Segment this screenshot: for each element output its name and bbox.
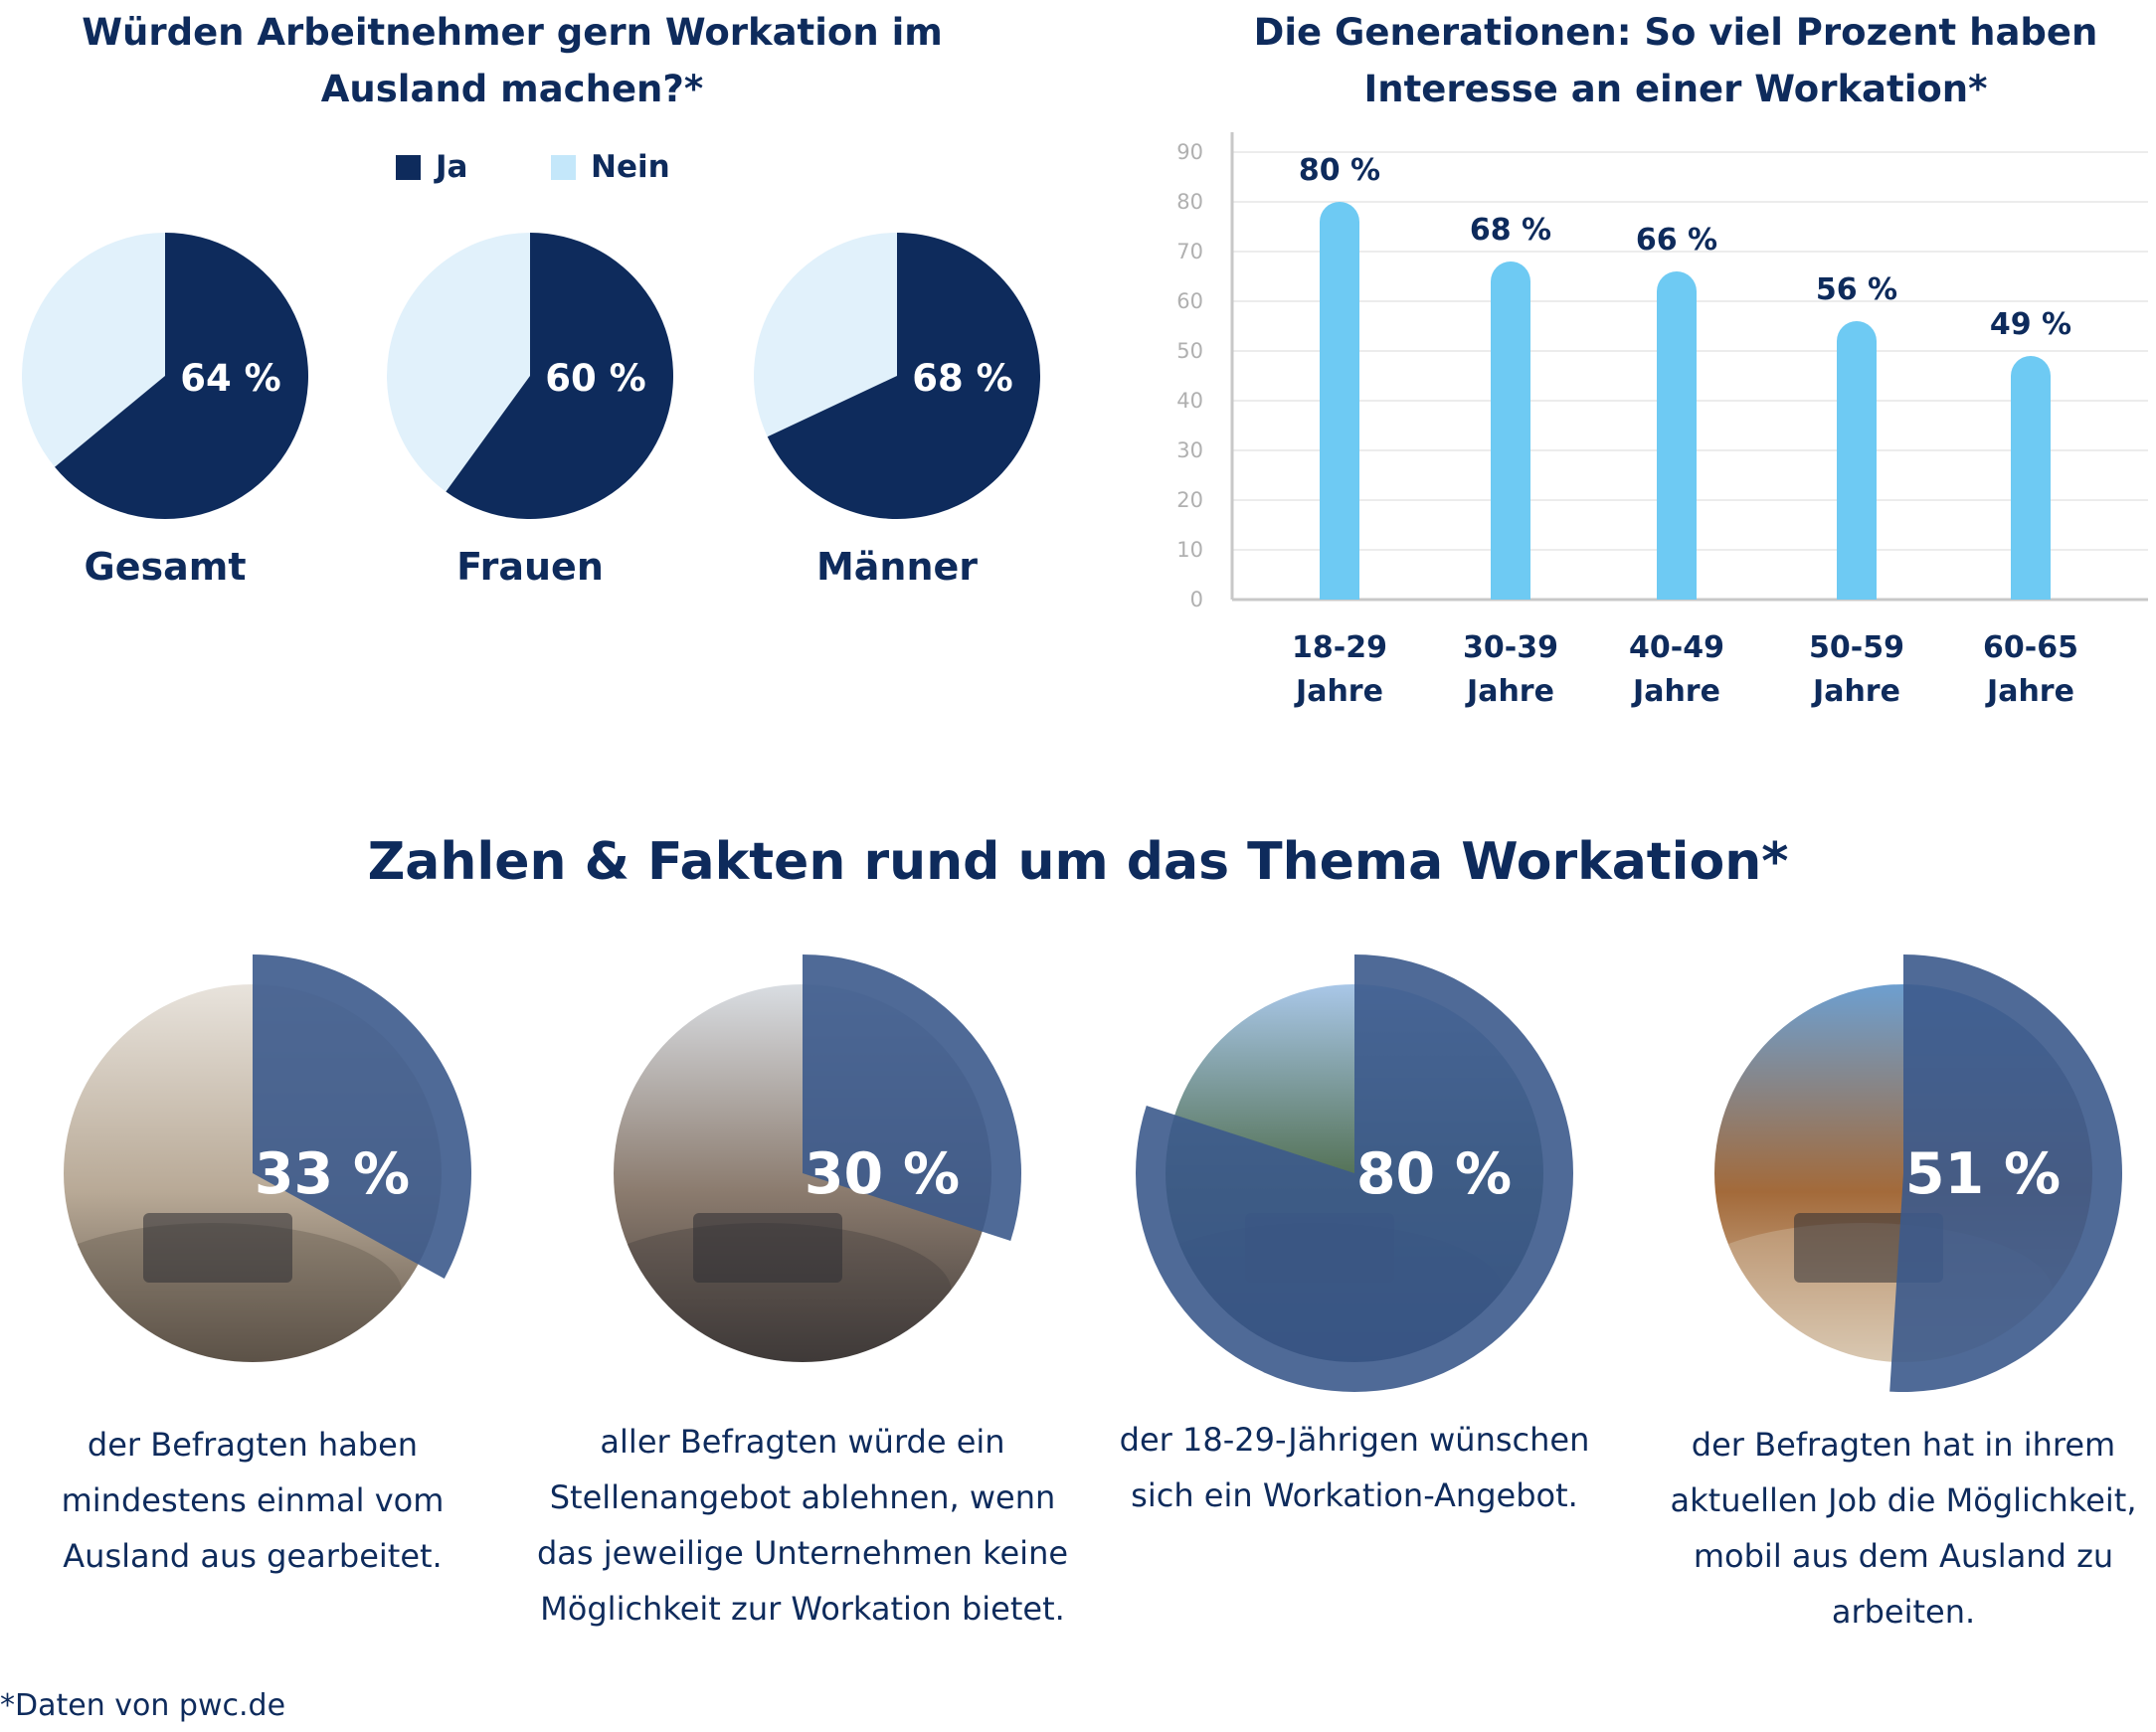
x-tick-label: Jahre [1465, 674, 1554, 709]
bar-value-label: 80 % [1299, 153, 1380, 188]
fact-description-line: mobil aus dem Ausland zu [1693, 1537, 2114, 1575]
y-tick-label: 40 [1176, 389, 1203, 413]
bar-base [1320, 560, 1359, 600]
x-tick-label: 40-49 [1629, 630, 1724, 665]
x-tick-label: 18-29 [1292, 630, 1387, 665]
x-tick-label: Jahre [1985, 674, 2074, 709]
fact-sector [1889, 954, 2122, 1392]
y-tick-label: 20 [1176, 488, 1203, 512]
bar-value-label: 66 % [1636, 223, 1717, 258]
y-tick-label: 70 [1176, 240, 1203, 263]
bar [1491, 261, 1530, 600]
legend-item-ja: Ja [396, 149, 467, 185]
fact-percent-label: 80 % [1356, 1141, 1512, 1207]
bar-base [1837, 560, 1877, 600]
legend-label-nein: Nein [591, 149, 670, 185]
x-tick-label: 60-65 [1983, 630, 2078, 665]
fact-description-line: aller Befragten würde ein [600, 1423, 1005, 1461]
legend-label-ja: Ja [436, 149, 468, 185]
fact-description-line: mindestens einmal vom [61, 1481, 445, 1519]
pie-slice-ja-frauen [446, 233, 674, 519]
pie-name-label: Gesamt [85, 545, 247, 589]
legend-swatch-nein [551, 154, 576, 180]
bar-base [1491, 560, 1530, 600]
y-tick-label: 60 [1176, 289, 1203, 313]
bar-value-label: 68 % [1470, 213, 1551, 248]
facts-title: Zahlen & Fakten rund um das Thema Workat… [367, 832, 1789, 892]
bar [1657, 271, 1697, 600]
bar-base [1657, 560, 1697, 600]
pie-charts: 64 % Gesamt 60 % Frauen 68 % Männer [22, 233, 1040, 589]
photo-device [143, 1213, 292, 1283]
fact-percent-label: 33 % [255, 1141, 410, 1207]
y-tick-label: 80 [1176, 190, 1203, 214]
pie-value-label: 64 % [180, 357, 280, 400]
bar-chart: 0 10 20 30 40 50 60 70 80 90 80 % 18-29 Jahre 68 % 30… [1176, 132, 2148, 709]
fact-description-line: Stellenangebot ablehnen, wenn [549, 1478, 1056, 1516]
x-tick-label: Jahre [1811, 674, 1900, 709]
bar-value-label: 56 % [1816, 272, 1897, 307]
fact-percent-label: 51 % [1905, 1141, 2061, 1207]
fact-description: der 18-29-Jährigen wünschen sich ein Work… [1076, 1412, 1633, 1523]
fact-sector [1136, 954, 1573, 1392]
pie-slice-nein-gesamt [22, 233, 166, 467]
fact-description-line: der Befragten haben [87, 1426, 419, 1464]
footnote: *Daten von pwc.de [0, 1688, 286, 1723]
y-tick-label: 50 [1176, 339, 1203, 363]
fact-description-line: der Befragten hat in ihrem [1691, 1426, 2116, 1464]
fact-description-line: sich ein Workation-Angebot. [1131, 1476, 1578, 1514]
fact-description-line: Möglichkeit zur Workation bietet. [540, 1590, 1065, 1628]
x-tick-label: 30-39 [1463, 630, 1558, 665]
fact-sector [253, 954, 471, 1279]
fact-description-line: Ausland aus gearbeitet. [63, 1537, 443, 1575]
photo-device [693, 1213, 842, 1283]
fact-description: der Befragten hat in ihrem aktuellen Job … [1625, 1417, 2156, 1640]
fact-description-line: arbeiten. [1831, 1593, 1976, 1631]
bar-chart-title: Die Generationen: So viel Prozent haben … [1253, 11, 2098, 110]
fact-graphics: 33 % 30 % 80 % 51 % [64, 954, 2122, 1392]
pie-name-label: Männer [816, 545, 978, 589]
fact-sector [803, 954, 1021, 1241]
legend-swatch-ja [396, 154, 421, 180]
legend-item-nein: Nein [551, 149, 670, 185]
fact-percent-label: 30 % [805, 1141, 960, 1207]
pie-slice-nein-männer [754, 233, 897, 437]
y-tick-label: 0 [1190, 588, 1203, 611]
bar [2011, 356, 2051, 600]
pie-name-label: Frauen [456, 545, 604, 589]
fact-description: der Befragten haben mindestens einmal vom… [0, 1417, 531, 1584]
fact-description-line: aktuellen Job die Möglichkeit, [1670, 1481, 2137, 1519]
bar [1837, 321, 1877, 600]
pie-chart-title: Würden Arbeitnehmer gern Workation im Au… [82, 11, 943, 110]
pie-slice-ja-gesamt [55, 233, 308, 519]
bar-value-label: 49 % [1990, 307, 2071, 342]
fact-description: aller Befragten würde ein Stellenangebot … [524, 1414, 1081, 1637]
y-tick-label: 10 [1176, 538, 1203, 562]
bar-base [2011, 560, 2051, 600]
fact-description-line: der 18-29-Jährigen wünschen [1119, 1421, 1590, 1459]
pie-value-label: 68 % [912, 357, 1012, 400]
x-tick-label: Jahre [1294, 674, 1383, 709]
fact-description-line: das jeweilige Unternehmen keine [536, 1534, 1069, 1572]
pie-slice-nein-frauen [387, 233, 530, 492]
y-tick-label: 30 [1176, 438, 1203, 462]
x-tick-label: Jahre [1631, 674, 1720, 709]
pie-value-label: 60 % [545, 357, 645, 400]
pie-slice-ja-männer [767, 233, 1040, 519]
y-tick-label: 90 [1176, 140, 1203, 164]
bar [1320, 202, 1359, 600]
x-tick-label: 50-59 [1809, 630, 1904, 665]
